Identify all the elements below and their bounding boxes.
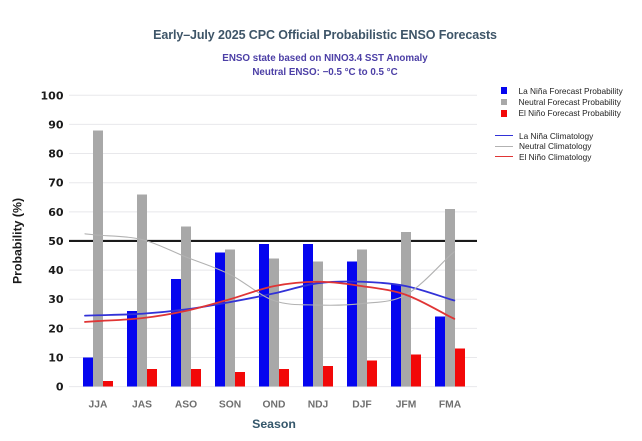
legend-item-line-1: Neutral Climatology [495, 141, 640, 152]
y-tick-label-100: 100 [41, 89, 64, 102]
x-axis-title: Season [252, 417, 296, 431]
bar-JFM-0 [391, 284, 402, 387]
bar-DJF-0 [347, 261, 358, 387]
bar-series-1 [93, 130, 455, 387]
legend-swatch-line-1 [495, 145, 513, 147]
legend-line-items: La Niña Climatology Neutral Climatology El… [495, 130, 640, 162]
bar-SON-1 [225, 249, 235, 387]
y-tick-label-80: 80 [48, 148, 64, 161]
bar-OND-2 [278, 369, 289, 387]
chart-subtitle-line2: Neutral ENSO: −0.5 °C to 0.5 °C [252, 67, 398, 78]
legend-item-bar-1: Neutral Forecast Probability [495, 96, 640, 107]
bar-JJA-0 [83, 357, 94, 387]
legend-label: El Niño Climatology [519, 151, 592, 162]
chart-title: Early–July 2025 CPC Official Probabilist… [153, 28, 497, 42]
x-tick-label-JJA: JJA [89, 400, 108, 411]
x-tick-label-SON: SON [219, 400, 241, 411]
climatology-line-1 [84, 233, 455, 306]
bar-SON-0 [215, 252, 226, 387]
legend-item-line-0: La Niña Climatology [495, 130, 640, 141]
legend-label: El Niño Forecast Probability [518, 108, 621, 119]
y-tick-label-30: 30 [48, 293, 64, 306]
x-tick-label-OND: OND [263, 400, 286, 411]
y-tick-label-50: 50 [48, 235, 64, 248]
bar-OND-0 [259, 243, 270, 387]
legend-label: La Niña Forecast Probability [518, 85, 623, 96]
bar-NDJ-2 [322, 366, 333, 387]
legend-item-line-2: El Niño Climatology [495, 152, 640, 163]
bar-JAS-1 [137, 194, 147, 387]
y-tick-label-20: 20 [48, 322, 64, 335]
bar-NDJ-1 [313, 261, 323, 387]
climatology-line-0 [84, 280, 456, 317]
climatology-line-2 [84, 280, 456, 323]
bar-JJA-2 [102, 380, 113, 387]
bar-FMA-2 [454, 348, 465, 387]
bar-series-2 [102, 348, 465, 387]
bar-FMA-1 [445, 208, 455, 387]
y-tick-label-0: 0 [56, 381, 64, 394]
legend-label: Neutral Climatology [519, 141, 592, 152]
bar-JFM-2 [410, 354, 421, 387]
bar-JAS-0 [127, 310, 138, 387]
y-tick-label-60: 60 [48, 206, 64, 219]
y-axis-title: Probability (%) [11, 198, 25, 284]
legend-label: Neutral Forecast Probability [518, 97, 621, 108]
legend-item-bar-0: La Niña Forecast Probability [495, 85, 640, 96]
legend-label: La Niña Climatology [519, 130, 594, 141]
chart-legend: La Niña Forecast Probability Neutral Fore… [495, 85, 640, 162]
x-tick-label-FMA: FMA [439, 400, 462, 411]
chart-subtitle-line1: ENSO state based on NINO3.4 SST Anomaly [222, 53, 428, 64]
x-tick-label-DJF: DJF [352, 400, 371, 411]
bar-ASO-1 [181, 226, 191, 387]
x-tick-label-NDJ: NDJ [308, 400, 329, 411]
legend-swatch-line-0 [495, 135, 513, 137]
bar-ASO-2 [190, 369, 201, 387]
y-tick-label-90: 90 [48, 118, 64, 131]
y-tick-label-40: 40 [48, 264, 64, 277]
bar-DJF-1 [357, 249, 367, 387]
y-tick-label-10: 10 [48, 351, 64, 364]
legend-swatch-square-0 [500, 87, 507, 94]
bar-NDJ-0 [303, 243, 314, 387]
bar-FMA-0 [435, 316, 446, 387]
x-tick-label-JFM: JFM [396, 400, 417, 411]
bar-JAS-2 [146, 369, 157, 387]
bar-OND-1 [269, 258, 279, 387]
bar-series-0 [83, 243, 446, 387]
bar-SON-2 [234, 372, 245, 387]
legend-swatch-line-2 [495, 156, 513, 158]
bar-JJA-1 [93, 130, 103, 387]
bar-DJF-2 [366, 360, 377, 387]
legend-swatch-square-2 [500, 110, 507, 117]
bar-ASO-0 [171, 278, 182, 387]
x-tick-label-ASO: ASO [175, 400, 197, 411]
legend-bar-items: La Niña Forecast Probability Neutral Fore… [495, 85, 640, 119]
bar-JFM-1 [401, 232, 411, 387]
legend-item-bar-2: El Niño Forecast Probability [495, 108, 640, 119]
legend-swatch-square-1 [500, 98, 507, 106]
y-tick-label-70: 70 [48, 177, 64, 190]
x-tick-label-JAS: JAS [132, 400, 152, 411]
